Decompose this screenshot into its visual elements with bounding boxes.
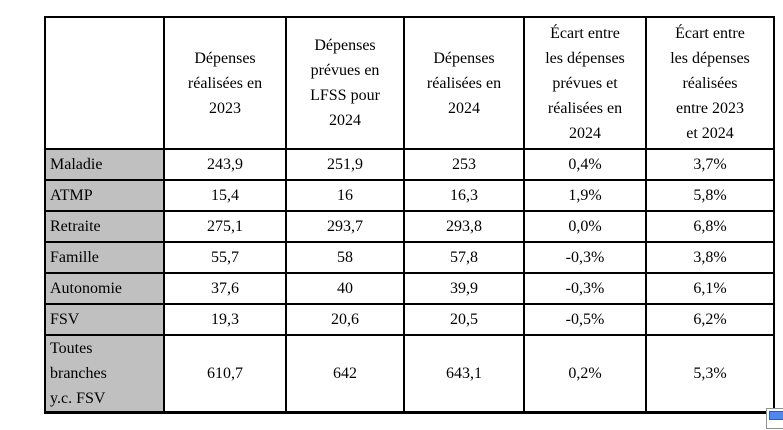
row-label-autonomie: Autonomie: [44, 272, 165, 305]
value-cell: 6,2%: [645, 303, 775, 336]
value-cell: -0,5%: [523, 303, 647, 336]
value-cell: 3,7%: [645, 148, 775, 181]
value-cell: 293,7: [285, 210, 405, 243]
value-cell: 0,2%: [523, 334, 647, 414]
value-cell: 40: [285, 272, 405, 305]
row-label-maladie: Maladie: [44, 148, 165, 181]
value-cell: 6,1%: [645, 272, 775, 305]
value-cell: 293,8: [403, 210, 525, 243]
row-label-famille: Famille: [44, 241, 165, 274]
value-cell: 251,9: [285, 148, 405, 181]
row-label-toutes-branches: Toutes branches y.c. FSV: [44, 334, 165, 414]
row-label-atmp: ATMP: [44, 179, 165, 212]
table-row-maladie: Maladie 243,9 251,9 253 0,4% 3,7%: [44, 148, 775, 181]
table-header-row: Dépenses réalisées en 2023 Dépenses prév…: [44, 16, 775, 150]
column-header-ecart-prevues-realisees: Écart entre les dépenses prévues et réal…: [523, 16, 647, 150]
value-cell: 1,9%: [523, 179, 647, 212]
image-placeholder-icon[interactable]: [766, 408, 783, 429]
value-cell: 610,7: [163, 334, 287, 414]
value-cell: 3,8%: [645, 241, 775, 274]
table-row-fsv: FSV 19,3 20,6 20,5 -0,5% 6,2%: [44, 303, 775, 336]
value-cell: 39,9: [403, 272, 525, 305]
value-cell: -0,3%: [523, 272, 647, 305]
value-cell: 20,5: [403, 303, 525, 336]
value-cell: 58: [285, 241, 405, 274]
table-row-toutes-branches: Toutes branches y.c. FSV 610,7 642 643,1…: [44, 334, 775, 414]
corner-cell: [44, 16, 165, 150]
value-cell: 15,4: [163, 179, 287, 212]
value-cell: 37,6: [163, 272, 287, 305]
value-cell: 0,0%: [523, 210, 647, 243]
value-cell: 57,8: [403, 241, 525, 274]
table-row-autonomie: Autonomie 37,6 40 39,9 -0,3% 6,1%: [44, 272, 775, 305]
value-cell: -0,3%: [523, 241, 647, 274]
value-cell: 253: [403, 148, 525, 181]
value-cell: 5,8%: [645, 179, 775, 212]
value-cell: 16,3: [403, 179, 525, 212]
value-cell: 243,9: [163, 148, 287, 181]
column-header-prevues-lfss-2024: Dépenses prévues en LFSS pour 2024: [285, 16, 405, 150]
value-cell: 20,6: [285, 303, 405, 336]
column-header-realisees-2023: Dépenses réalisées en 2023: [163, 16, 287, 150]
table-row-atmp: ATMP 15,4 16 16,3 1,9% 5,8%: [44, 179, 775, 212]
value-cell: 5,3%: [645, 334, 775, 414]
value-cell: 16: [285, 179, 405, 212]
value-cell: 643,1: [403, 334, 525, 414]
value-cell: 6,8%: [645, 210, 775, 243]
table-row-famille: Famille 55,7 58 57,8 -0,3% 3,8%: [44, 241, 775, 274]
image-placeholder-blue-bar: [769, 411, 783, 420]
value-cell: 642: [285, 334, 405, 414]
row-label-fsv: FSV: [44, 303, 165, 336]
column-header-ecart-2023-2024: Écart entre les dépenses réalisées entre…: [645, 16, 775, 150]
table-row-retraite: Retraite 275,1 293,7 293,8 0,0% 6,8%: [44, 210, 775, 243]
row-label-retraite: Retraite: [44, 210, 165, 243]
expenses-table: Dépenses réalisées en 2023 Dépenses prév…: [44, 16, 775, 414]
value-cell: 19,3: [163, 303, 287, 336]
column-header-realisees-2024: Dépenses réalisées en 2024: [403, 16, 525, 150]
value-cell: 275,1: [163, 210, 287, 243]
value-cell: 0,4%: [523, 148, 647, 181]
value-cell: 55,7: [163, 241, 287, 274]
